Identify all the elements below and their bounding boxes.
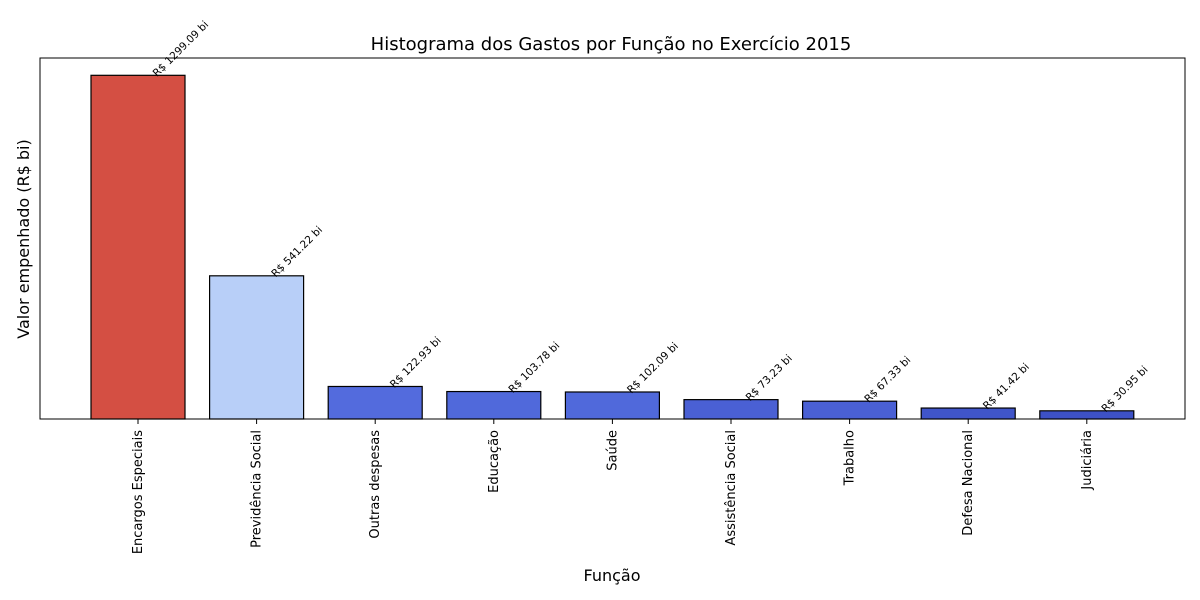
bar <box>1039 410 1135 420</box>
x-tick-label: Outras despesas <box>368 430 383 539</box>
x-tick-label: Saúde <box>605 430 620 471</box>
data-label: R$ 103.78 bi <box>506 340 562 396</box>
x-tick-label: Judiciária <box>1080 430 1095 491</box>
data-label: R$ 67.33 bi <box>862 354 913 405</box>
bar <box>920 407 1016 420</box>
x-tick-label: Previdência Social <box>250 430 265 548</box>
bar <box>564 391 661 420</box>
data-label: R$ 41.42 bi <box>981 361 1032 412</box>
data-label: R$ 30.95 bi <box>1099 364 1150 415</box>
bar <box>683 399 779 420</box>
x-tick-label: Educação <box>487 430 502 493</box>
bar <box>90 74 186 420</box>
x-axis-label: Função <box>584 566 641 585</box>
x-tick-label: Trabalho <box>843 430 858 486</box>
bar <box>327 385 423 420</box>
bars-group <box>90 74 1135 420</box>
data-label: R$ 73.23 bi <box>744 353 795 404</box>
data-label: R$ 102.09 bi <box>625 340 681 396</box>
x-tick-label: Assistência Social <box>724 430 739 546</box>
x-tick-label: Encargos Especiais <box>131 430 146 554</box>
bar <box>801 400 898 420</box>
bar <box>209 275 305 420</box>
data-label: R$ 1299.09 bi <box>151 19 212 80</box>
chart-title: Histograma dos Gastos por Função no Exer… <box>371 34 852 55</box>
x-tick-label: Defesa Nacional <box>961 430 976 536</box>
data-label: R$ 541.22 bi <box>269 224 325 280</box>
x-ticks-group: Encargos Especiais Previdência Social Outr… <box>131 419 1095 554</box>
bar <box>446 390 542 420</box>
y-axis-label: Valor empenhado (R$ bi) <box>14 139 33 338</box>
data-label: R$ 122.93 bi <box>388 335 444 391</box>
